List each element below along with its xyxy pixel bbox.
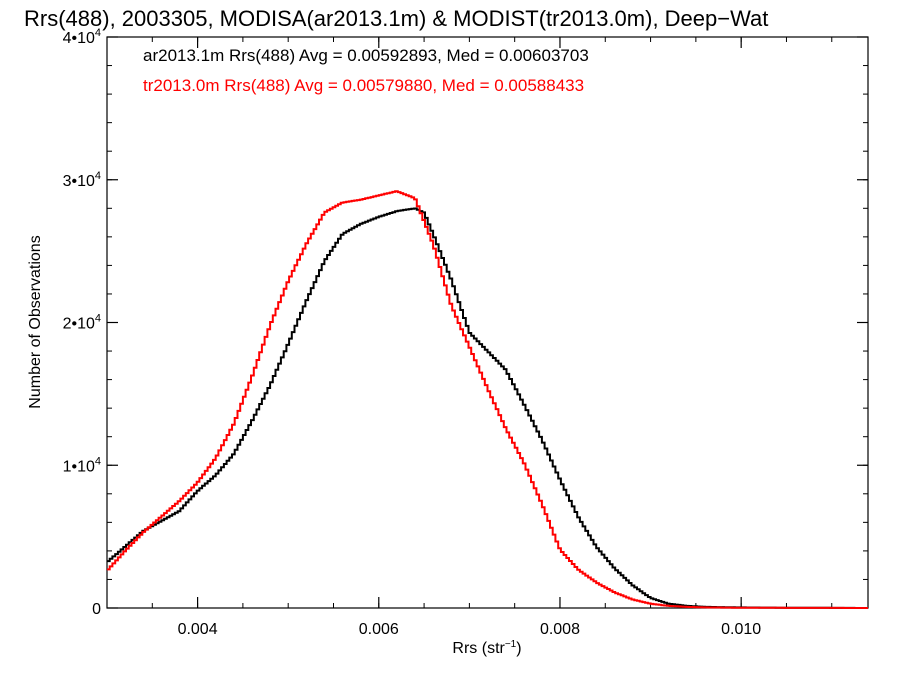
y-tick-label: 0 [92, 601, 101, 618]
series-lines [107, 190, 868, 609]
legend: ar2013.1m Rrs(488) Avg = 0.00592893, Med… [143, 46, 589, 95]
y-tick-label: 2•104 [63, 313, 101, 333]
x-axis-label: Rrs (str−1) [452, 639, 521, 657]
legend-entry-1: tr2013.0m Rrs(488) Avg = 0.00579880, Med… [143, 76, 584, 95]
y-tick-label: 4•104 [63, 27, 101, 47]
x-tick-label: 0.006 [359, 621, 399, 638]
y-tick-label: 1•104 [63, 455, 101, 475]
y-axis-label: Number of Observations [27, 235, 44, 408]
chart-title: Rrs(488), 2003305, MODISA(ar2013.1m) & M… [24, 6, 768, 31]
y-tick-label: 3•104 [63, 170, 101, 190]
legend-entry-0: ar2013.1m Rrs(488) Avg = 0.00592893, Med… [143, 46, 589, 65]
series-line-0 [107, 207, 868, 609]
x-tick-label: 0.004 [178, 621, 218, 638]
x-tick-label: 0.008 [540, 621, 580, 638]
y-axis: 0 1•104 2•104 3•104 4•104 [63, 27, 868, 618]
plot-frame [106, 36, 869, 609]
x-axis: 0.004 0.006 0.008 0.010 [106, 37, 833, 638]
x-axis-label-superscript: −1 [505, 639, 517, 650]
series-line-1 [107, 190, 868, 609]
x-tick-label: 0.010 [721, 621, 761, 638]
